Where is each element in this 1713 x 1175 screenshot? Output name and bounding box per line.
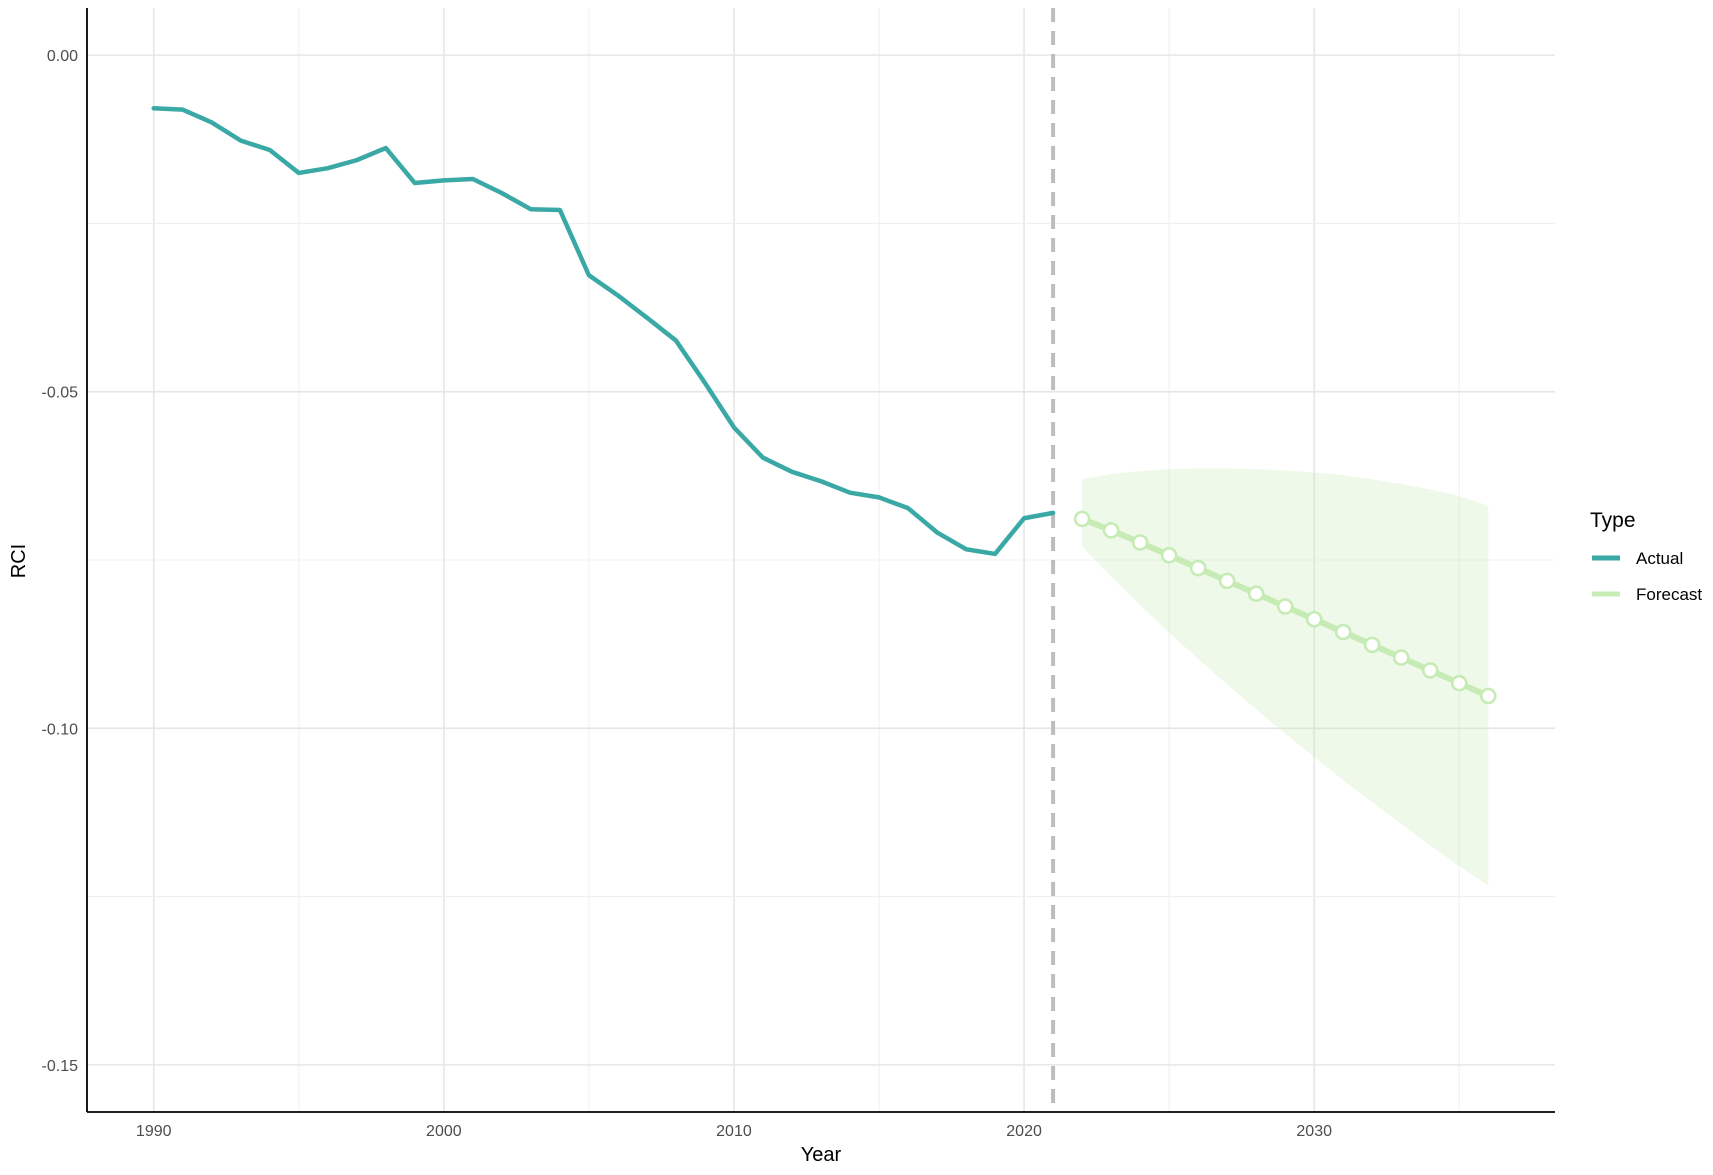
y-axis-title: RCI — [8, 544, 30, 578]
legend-title: Type — [1590, 509, 1636, 532]
tick-labels: 1990 2000 2010 2020 2030 0.00 -0.05 -0.10 -0.15 — [42, 48, 1333, 1140]
x-tick-label: 1990 — [136, 1123, 172, 1140]
actual-series-line — [151, 106, 1056, 557]
forecast-point — [1450, 674, 1468, 692]
forecast-point — [1479, 687, 1497, 705]
forecast-point — [1218, 572, 1236, 590]
legend-label-forecast: Forecast — [1636, 585, 1702, 604]
x-tick-label: 2020 — [1006, 1123, 1042, 1140]
legend: Type Actual Forecast — [1590, 509, 1702, 604]
forecast-point — [1102, 522, 1120, 539]
forecast-point — [1334, 623, 1352, 641]
forecast-point — [1276, 598, 1294, 615]
forecast-point — [1073, 510, 1091, 528]
axes — [86, 8, 1555, 1113]
y-tick-label: -0.15 — [42, 1058, 79, 1075]
gridlines — [87, 8, 1555, 1112]
forecast-point — [1305, 610, 1323, 628]
forecast-point — [1160, 546, 1178, 564]
x-tick-label: 2030 — [1296, 1123, 1332, 1140]
x-tick-label: 2000 — [426, 1123, 462, 1140]
y-tick-label: -0.05 — [42, 385, 79, 402]
series-layer — [151, 106, 1497, 705]
y-tick-label: 0.00 — [47, 48, 78, 65]
forecast-point — [1131, 534, 1149, 551]
legend-entries: Actual Forecast — [1592, 549, 1702, 604]
forecast-point — [1363, 636, 1381, 654]
forecast-interval-layer — [1082, 468, 1489, 886]
y-tick-label: -0.10 — [42, 721, 79, 738]
forecast-point — [1392, 649, 1410, 666]
x-axis-title: Year — [801, 1144, 842, 1166]
forecast-confidence-band — [1082, 468, 1489, 886]
forecast-point — [1421, 662, 1439, 679]
forecast-point — [1247, 585, 1265, 602]
forecast-point — [1189, 559, 1207, 577]
legend-label-actual: Actual — [1636, 549, 1683, 568]
x-tick-label: 2010 — [716, 1123, 752, 1140]
